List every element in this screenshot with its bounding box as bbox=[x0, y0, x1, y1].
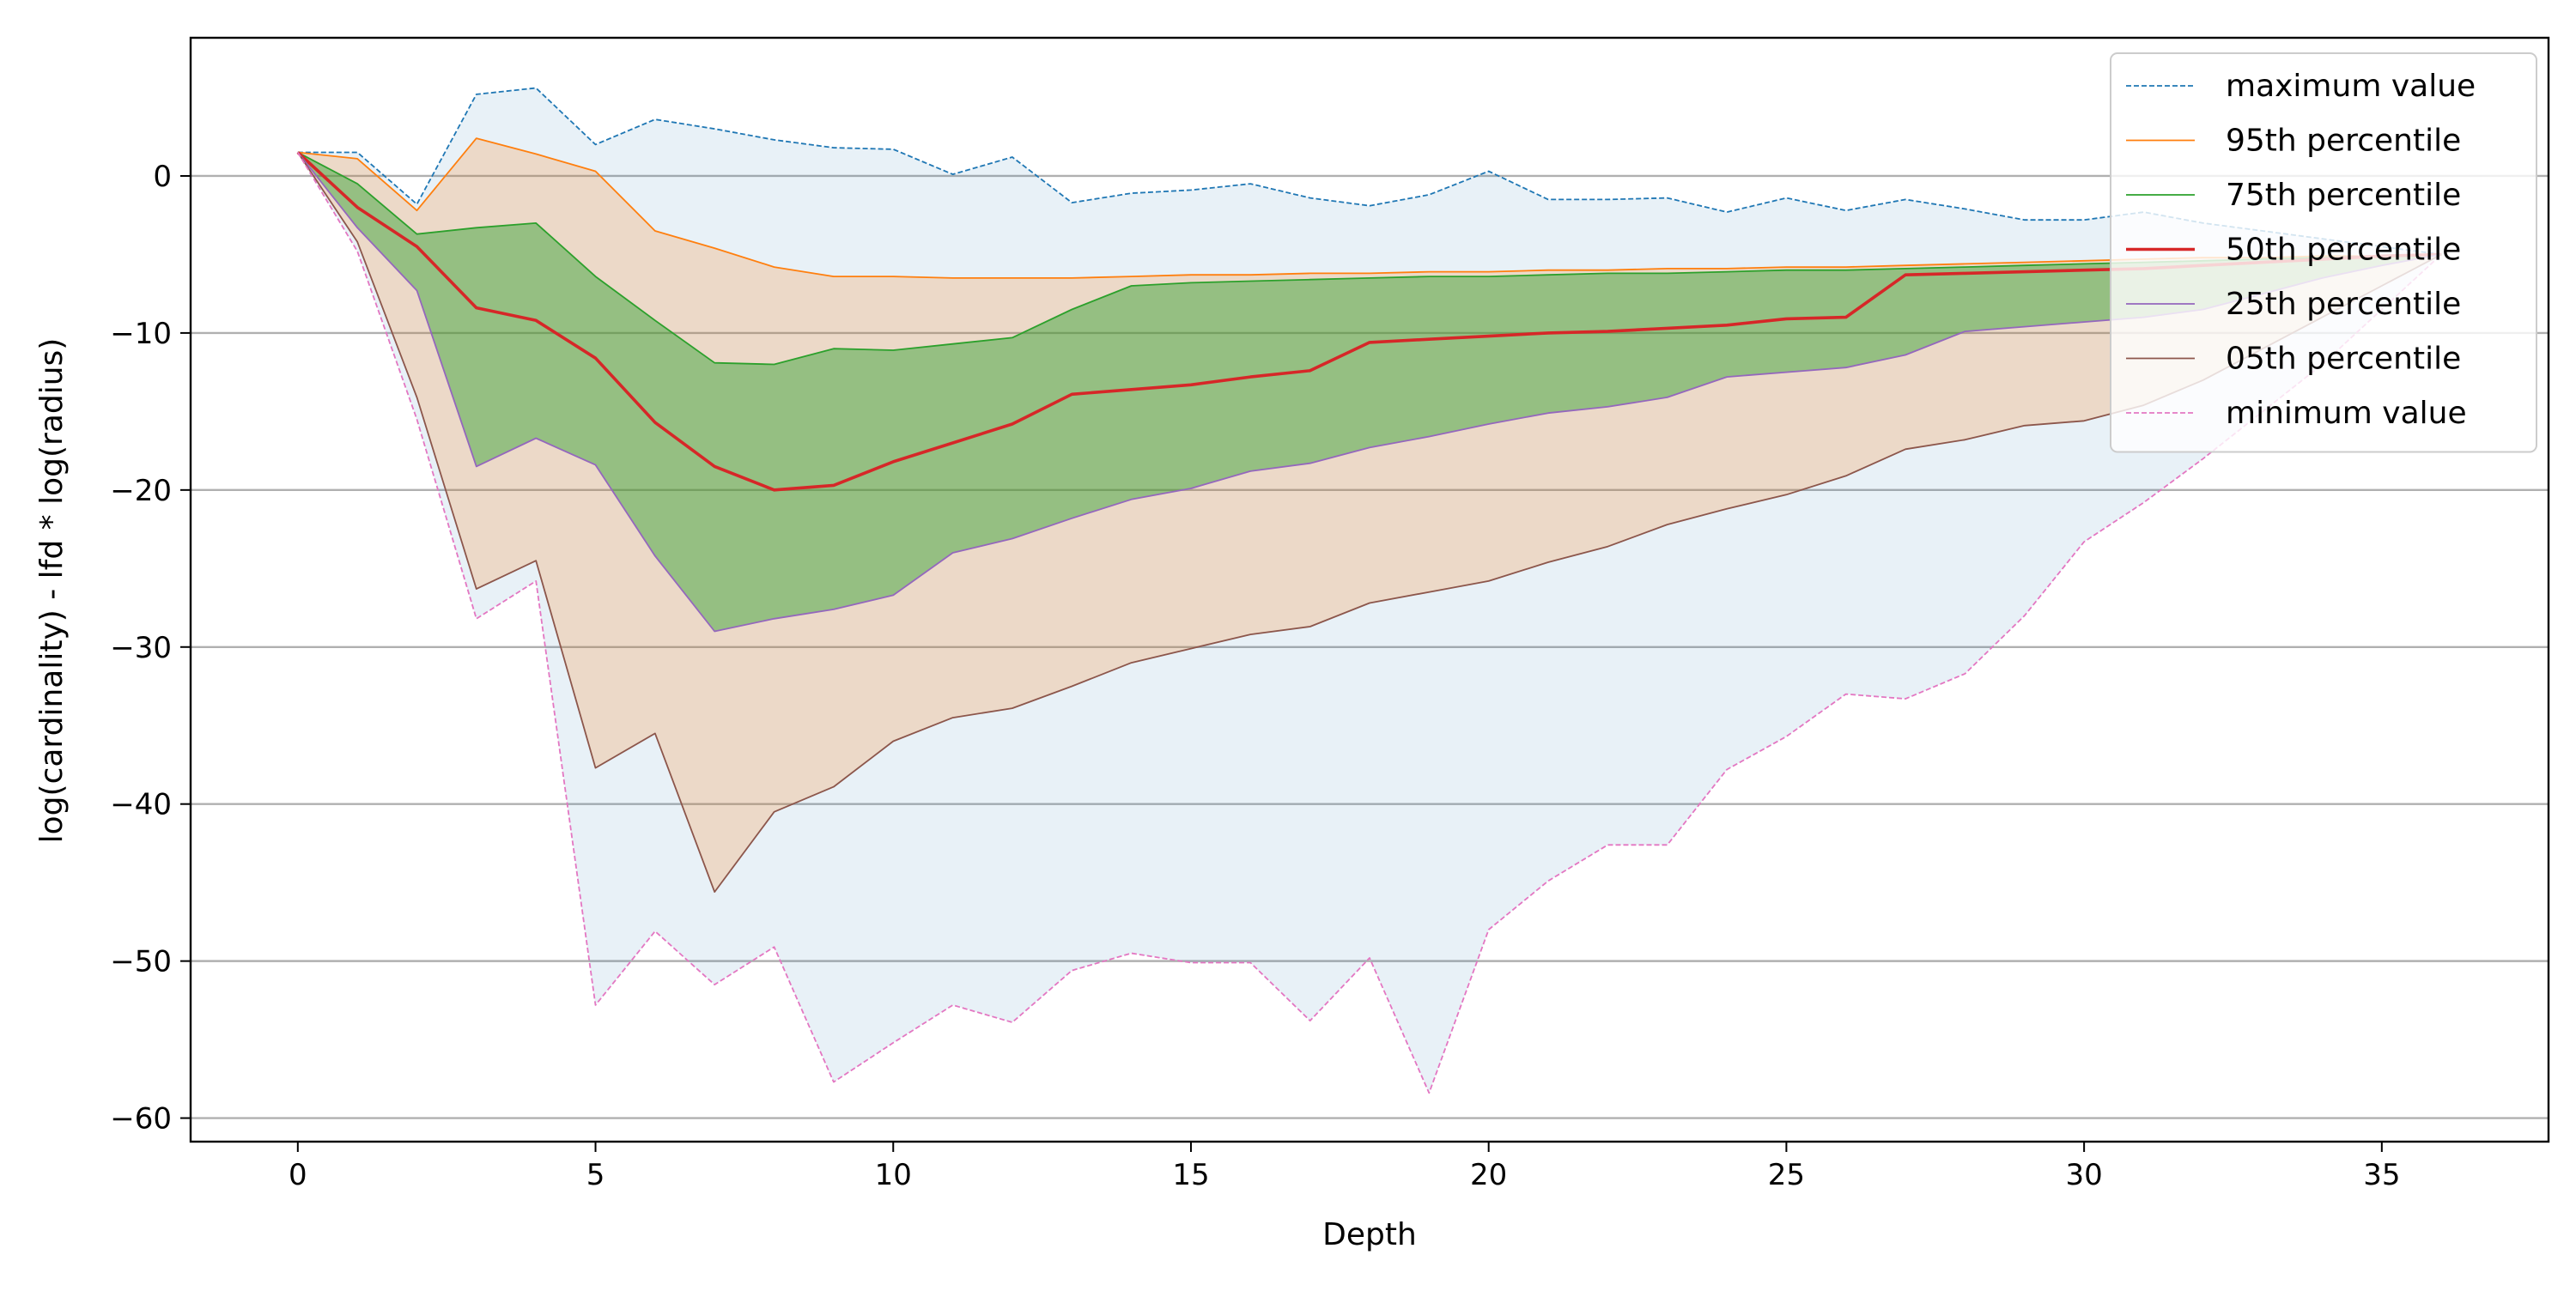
x-tick-label: 35 bbox=[2363, 1158, 2400, 1192]
y-tick-label: −10 bbox=[110, 317, 172, 351]
legend-label: 05th percentile bbox=[2226, 342, 2461, 377]
legend-label: 25th percentile bbox=[2226, 287, 2461, 322]
band-layer bbox=[297, 88, 2442, 1094]
legend: maximum value 95th percentile 75th percent… bbox=[2110, 52, 2537, 453]
axes-frame bbox=[189, 36, 2550, 1143]
series-line bbox=[297, 152, 2442, 893]
y-tick-label: −30 bbox=[110, 631, 172, 665]
x-tick-label: 0 bbox=[289, 1158, 307, 1192]
x-tick-label: 20 bbox=[1470, 1158, 1507, 1192]
y-tick-label: −40 bbox=[110, 788, 172, 822]
x-axis-label: Depth bbox=[1322, 1217, 1417, 1252]
series-line bbox=[297, 151, 2442, 633]
y-tick-label: −20 bbox=[110, 474, 172, 508]
y-axis-label: log(cardinality) - lfd * log(radius) bbox=[34, 338, 70, 844]
legend-label: 95th percentile bbox=[2226, 124, 2461, 159]
series-line bbox=[297, 152, 2442, 1094]
band-fill bbox=[297, 88, 2442, 1094]
legend-label: 50th percentile bbox=[2226, 233, 2461, 268]
x-tick-label: 30 bbox=[2065, 1158, 2102, 1192]
series-lines bbox=[296, 87, 2442, 1094]
grid-layer bbox=[191, 174, 2549, 1119]
x-tick-label: 25 bbox=[1768, 1158, 1805, 1192]
x-tick-label: 15 bbox=[1172, 1158, 1209, 1192]
legend-label: minimum value bbox=[2226, 396, 2467, 431]
legend-box bbox=[2110, 52, 2537, 453]
legend-label: maximum value bbox=[2226, 69, 2476, 104]
y-tick-label: −60 bbox=[110, 1102, 172, 1136]
axes: 0 5 10 15 20 25 30 35 0 −10 −20 −30 −40 −50 −60 bbox=[110, 36, 2550, 1192]
y-tick-label: 0 bbox=[153, 160, 172, 194]
series-line bbox=[297, 137, 2442, 279]
y-tick-label: −50 bbox=[110, 945, 172, 979]
legend-label: 75th percentile bbox=[2226, 178, 2461, 213]
x-tick-label: 5 bbox=[586, 1158, 605, 1192]
x-tick-label: 10 bbox=[875, 1158, 912, 1192]
series-line bbox=[296, 151, 2442, 492]
series-line bbox=[297, 151, 2442, 366]
band-fill bbox=[297, 138, 2442, 893]
series-line bbox=[297, 87, 2442, 256]
band-fill bbox=[297, 152, 2442, 632]
